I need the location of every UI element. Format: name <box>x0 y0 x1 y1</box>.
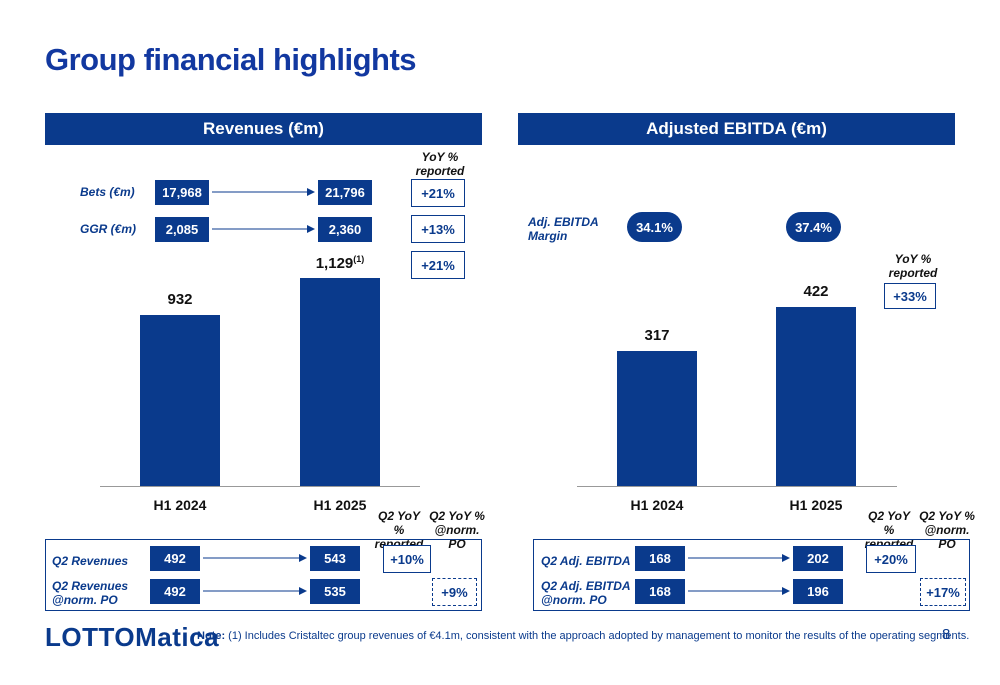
lottomatica-logo: LOTTOMatica <box>45 622 220 652</box>
revenues-bar-h1-2025 <box>300 278 380 486</box>
ebitda-header: Adjusted EBITDA (€m) <box>518 113 955 145</box>
bets-h1-2024-value: 17,968 <box>155 180 209 205</box>
ebitda-yoy-header: YoY % reported <box>888 252 938 280</box>
note-label: Note: <box>197 630 226 642</box>
q2-ebitda-norm-h1-2024-value: 168 <box>635 579 685 604</box>
ebitda-bar-yoy-box: +33% <box>884 283 936 309</box>
footnote: Note: (1) Includes Cristaltec group reve… <box>197 630 969 642</box>
q2-ebitda-h1-2024-value: 168 <box>635 546 685 571</box>
note-text: (1) Includes Cristaltec group revenues o… <box>225 630 970 642</box>
q2-ebitda-yoy-box: +20% <box>866 545 916 573</box>
revenues-x-axis <box>100 486 420 487</box>
revenues-x-tick-h1-2024: H1 2024 <box>153 497 207 513</box>
revenues-bar-yoy-box: +21% <box>411 251 465 279</box>
revenues-header: Revenues (€m) <box>45 113 482 145</box>
ebitda-margin-h1-2024: 34.1% <box>627 212 682 242</box>
revenues-bar-label-h1-2024: 932 <box>167 291 193 308</box>
page-number: 8 <box>942 626 951 643</box>
revenues-x-tick-h1-2025: H1 2025 <box>313 497 367 513</box>
q2-revenues-norm-label: Q2 Revenues @norm. PO <box>52 579 129 607</box>
q2-revenues-norm-h1-2025-value: 535 <box>310 579 360 604</box>
bets-h1-2025-value: 21,796 <box>318 180 372 205</box>
ggr-h1-2025-value: 2,360 <box>318 217 372 242</box>
revenues-q2-panel <box>45 539 482 611</box>
ebitda-x-tick-h1-2025: H1 2025 <box>789 497 843 513</box>
revenues-bar-label-h1-2025: 1,129(1) <box>300 254 380 272</box>
q2-ebitda-label: Q2 Adj. EBITDA <box>541 554 631 568</box>
q2-ebitda-norm-label: Q2 Adj. EBITDA @norm. PO <box>541 579 631 607</box>
ebitda-bar-h1-2025 <box>776 307 856 486</box>
q2-ebitda-h1-2025-value: 202 <box>793 546 843 571</box>
revenues-bar-value: 1,129 <box>315 255 354 272</box>
ebitda-q2-panel <box>533 539 970 611</box>
ebitda-q2-yoy-norm-header: Q2 YoY % @norm. PO <box>919 509 975 551</box>
ggr-yoy-box: +13% <box>411 215 465 243</box>
q2-ebitda-norm-yoy-box: +17% <box>920 578 966 606</box>
q2-ebitda-norm-h1-2025-value: 196 <box>793 579 843 604</box>
q2-revenues-h1-2025-value: 543 <box>310 546 360 571</box>
revenues-q2-yoy-norm-header: Q2 YoY % @norm. PO <box>429 509 485 551</box>
ebitda-x-axis <box>577 486 897 487</box>
q2-revenues-norm-yoy-box: +9% <box>432 578 477 606</box>
ggr-label: GGR (€m) <box>80 222 137 236</box>
bets-label: Bets (€m) <box>80 185 135 199</box>
q2-revenues-norm-h1-2024-value: 492 <box>150 579 200 604</box>
page-title: Group financial highlights <box>45 42 417 77</box>
footnote-marker: (1) <box>353 254 365 264</box>
q2-revenues-yoy-box: +10% <box>383 545 431 573</box>
ebitda-bar-label-h1-2024: 317 <box>644 327 670 344</box>
q2-revenues-h1-2024-value: 492 <box>150 546 200 571</box>
revenues-bar-h1-2024 <box>140 315 220 486</box>
revenues-yoy-header: YoY % reported <box>415 150 465 178</box>
ggr-h1-2024-value: 2,085 <box>155 217 209 242</box>
ebitda-bar-h1-2024 <box>617 351 697 486</box>
bets-yoy-box: +21% <box>411 179 465 207</box>
ebitda-bar-label-h1-2025: 422 <box>803 283 829 300</box>
ebitda-margin-h1-2025: 37.4% <box>786 212 841 242</box>
ebitda-x-tick-h1-2024: H1 2024 <box>630 497 684 513</box>
q2-revenues-label: Q2 Revenues <box>52 554 129 568</box>
ebitda-margin-label: Adj. EBITDA Margin <box>528 215 599 243</box>
